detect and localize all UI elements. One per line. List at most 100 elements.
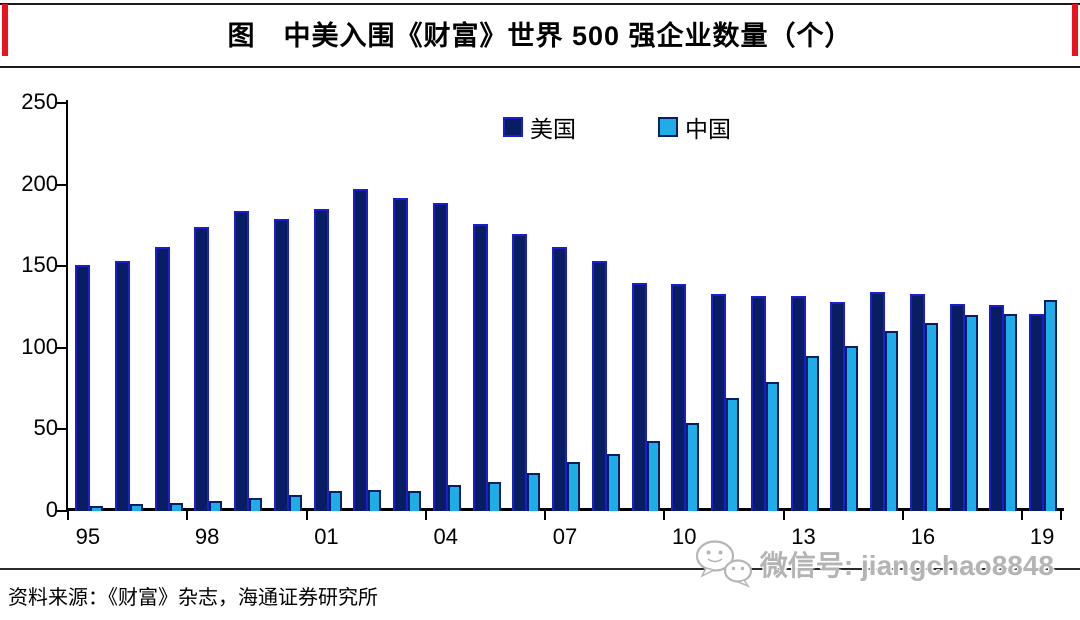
x-axis-tick <box>663 511 666 520</box>
y-axis-tick <box>57 510 67 512</box>
bar-us-2012 <box>750 295 766 511</box>
bar-us-2004 <box>432 202 448 511</box>
bar-us-2002 <box>353 189 369 511</box>
bar-china-1996 <box>129 504 143 511</box>
bar-us-1998 <box>194 227 210 511</box>
y-axis-label: 250 <box>21 89 58 114</box>
x-axis-tick <box>424 511 427 520</box>
watermark-text: 微信号: jiangchao8848 <box>759 550 1054 581</box>
bar-china-2005 <box>487 481 501 511</box>
bar-us-1995 <box>75 264 90 511</box>
x-axis-label: 07 <box>552 524 578 549</box>
y-axis-label: 50 <box>33 415 58 441</box>
bar-china-1997 <box>169 502 183 511</box>
bar-china-2016 <box>924 323 938 511</box>
bar-china-2000 <box>288 494 302 511</box>
y-axis-label: 0 <box>45 497 58 522</box>
y-axis-tick <box>57 346 67 349</box>
y-axis-tick <box>57 183 67 186</box>
wechat-icon <box>692 538 756 590</box>
bar-china-2007 <box>567 462 581 511</box>
bar-china-2006 <box>527 473 541 511</box>
bar-us-1997 <box>154 246 170 511</box>
bar-china-1999 <box>249 497 263 511</box>
legend-item-us: 美国 <box>503 110 576 144</box>
bar-china-1995 <box>90 506 103 511</box>
bar-us-2017 <box>949 303 965 511</box>
bar-china-2009 <box>646 440 660 511</box>
bar-us-2016 <box>909 293 925 511</box>
bar-china-2018 <box>1004 313 1018 511</box>
x-axis-label: 04 <box>433 524 458 549</box>
x-axis-tick <box>782 511 785 520</box>
bar-china-2015 <box>885 331 899 511</box>
x-axis-label: 95 <box>75 524 101 549</box>
bar-us-2000 <box>273 218 289 511</box>
legend-label-china: 中国 <box>685 116 731 142</box>
x-axis-label: 98 <box>194 524 220 549</box>
bar-china-2012 <box>765 382 779 511</box>
bar-us-2009 <box>631 282 647 511</box>
bar-us-2001 <box>313 209 329 511</box>
y-axis-label: 100 <box>21 333 58 359</box>
red-corner-mark-left <box>2 4 8 56</box>
bar-china-2001 <box>328 491 342 511</box>
x-axis-tick <box>305 511 308 520</box>
x-axis-tick <box>901 511 904 520</box>
x-axis-label: 16 <box>910 524 936 549</box>
bar-us-2019 <box>1029 313 1045 511</box>
bar-us-2006 <box>512 233 528 511</box>
bar-us-2013 <box>790 295 806 511</box>
bar-china-2002 <box>368 489 382 511</box>
x-axis-label: 01 <box>314 524 339 549</box>
bar-china-2019 <box>1044 300 1058 511</box>
source-note: 资料来源：《财富》杂志，海通证券研究所 <box>8 587 378 609</box>
bar-china-2014 <box>845 346 859 511</box>
legend-item-china: 中国 <box>658 110 731 144</box>
bar-us-1996 <box>114 261 130 511</box>
bar-china-2008 <box>606 453 620 511</box>
bar-china-2017 <box>964 315 978 511</box>
bar-us-2011 <box>711 293 727 511</box>
x-axis-tick <box>186 511 189 520</box>
bar-us-2018 <box>989 305 1005 511</box>
bar-china-2011 <box>726 398 740 511</box>
y-axis-tick <box>57 265 67 268</box>
y-axis-tick <box>57 428 67 431</box>
x-axis-tick <box>1060 511 1062 520</box>
x-axis-tick <box>1021 511 1024 520</box>
y-axis-tick <box>57 102 67 104</box>
top-border-line <box>0 3 1080 5</box>
bar-us-2007 <box>552 246 568 511</box>
bar-us-2005 <box>472 223 488 511</box>
x-axis-tick <box>67 511 69 520</box>
bar-us-2015 <box>870 292 886 511</box>
bar-us-1999 <box>234 210 250 511</box>
footer-divider <box>0 568 1080 570</box>
x-axis-label: 19 <box>1029 524 1055 549</box>
figure-title: 图 中美入围《财富》世界 500 强企业数量（个） <box>227 21 853 51</box>
y-axis-label: 200 <box>21 170 58 196</box>
bar-china-2004 <box>447 484 461 511</box>
legend-swatch-china <box>658 117 678 137</box>
bar-us-2003 <box>393 197 409 511</box>
bar-china-2003 <box>408 491 422 511</box>
bar-us-2010 <box>671 284 687 511</box>
red-corner-mark-right <box>1072 4 1078 56</box>
bar-china-2010 <box>686 422 700 511</box>
x-axis-label: 13 <box>791 524 816 549</box>
x-axis-tick <box>544 511 547 520</box>
y-axis-label: 150 <box>21 252 58 278</box>
bar-us-2008 <box>591 261 607 511</box>
title-divider <box>0 66 1080 68</box>
legend: 美国 中国 <box>503 110 731 144</box>
x-axis-label: 10 <box>672 524 697 549</box>
legend-swatch-us <box>503 117 523 137</box>
bar-china-1998 <box>209 501 223 511</box>
watermark: 微信号: jiangchao8848 <box>692 538 1054 590</box>
legend-label-us: 美国 <box>530 116 576 142</box>
bar-us-2014 <box>830 302 846 511</box>
bar-china-2013 <box>805 355 819 511</box>
